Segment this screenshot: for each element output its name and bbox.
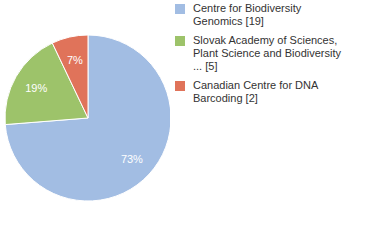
svg-text:7%: 7% bbox=[67, 54, 83, 66]
html-text:Slovak Academy of Sciences, Pl: Slovak Academy of Sciences, Plant Scienc… bbox=[193, 34, 341, 72]
svg-text:73%: 73% bbox=[121, 153, 143, 165]
html-text:Centre for Biodiversity Genomi: Centre for Biodiversity Genomics [19] bbox=[193, 2, 302, 27]
svg-text:19%: 19% bbox=[25, 82, 47, 94]
html-text:Canadian Centre for DNA Barcod: Canadian Centre for DNA Barcoding [2] bbox=[193, 79, 318, 104]
